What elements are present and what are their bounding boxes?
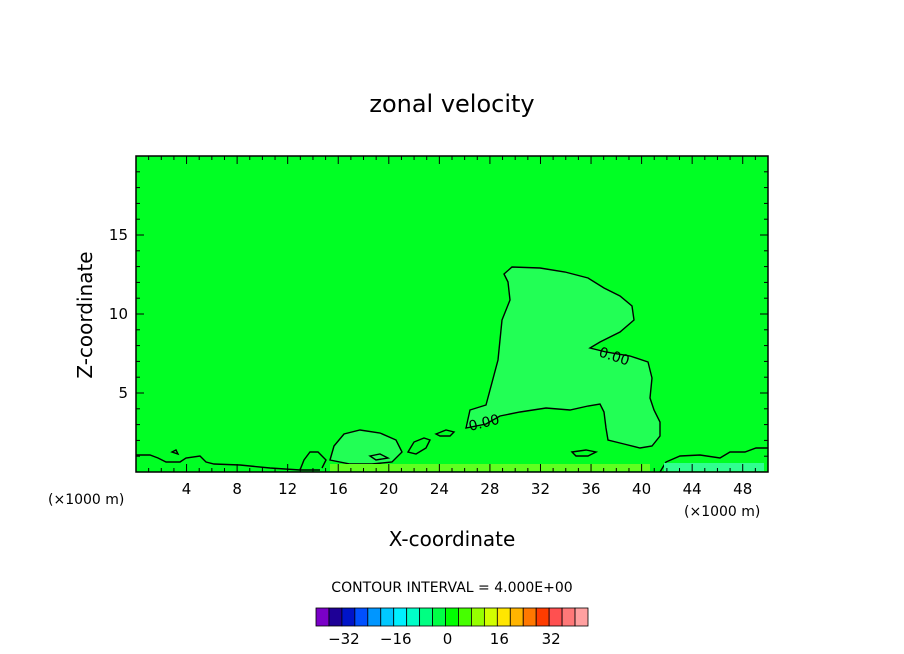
colorbar-swatch (561, 607, 576, 627)
colorbar-ticks: −32 −16 0 16 32 (328, 630, 561, 648)
colorbar-tick-label: −32 (328, 630, 360, 648)
y-axis-ticks: 5 10 15 (109, 171, 768, 457)
contour-label-lower: 0.00 (467, 412, 501, 435)
colorbar-swatch (496, 607, 511, 627)
x-tick-label: 48 (733, 480, 752, 498)
x-unit-label-right: (×1000 m) (684, 504, 760, 520)
y-tick-label: 10 (109, 305, 128, 323)
y-axis-label: Z-coordinate (73, 251, 97, 378)
y-tick-label: 15 (109, 226, 128, 244)
colorbar-swatch (406, 607, 421, 627)
chart-title: zonal velocity (369, 90, 534, 118)
y-tick-label: 5 (118, 384, 128, 402)
colorbar-swatch (432, 607, 446, 627)
x-axis-ticks: 4 8 12 16 20 24 28 32 36 40 44 48 (148, 156, 756, 498)
colorbar-swatch (548, 607, 563, 627)
colorbar-swatch (380, 607, 395, 627)
x-tick-label: 8 (232, 480, 242, 498)
surface-band-dashed (664, 463, 764, 471)
colorbar-swatch (419, 607, 433, 627)
x-unit-label-left: (×1000 m) (48, 492, 124, 508)
colorbar-swatch (483, 607, 498, 627)
contour-interval-text: CONTOUR INTERVAL = 4.000E+00 (331, 580, 572, 596)
colorbar-swatch (574, 607, 589, 627)
colorbar-swatch (367, 607, 382, 627)
plot-area (136, 156, 768, 472)
contour-region-upper (465, 266, 661, 449)
colorbar-swatch (354, 607, 369, 627)
x-tick-label: 40 (632, 480, 651, 498)
colorbar-swatch (535, 607, 550, 627)
colorbar-tick-label: 32 (542, 630, 561, 648)
colorbar-swatch (315, 607, 330, 627)
colorbar-swatch (522, 607, 537, 627)
x-tick-label: 20 (379, 480, 398, 498)
colorbar (315, 607, 589, 627)
x-tick-label: 12 (278, 480, 297, 498)
colorbar-tick-label: 0 (443, 630, 453, 648)
colorbar-swatch (445, 607, 459, 627)
x-tick-label: 4 (182, 480, 192, 498)
x-axis-label: X-coordinate (389, 527, 516, 551)
colorbar-swatch (509, 607, 524, 627)
colorbar-swatch (328, 607, 343, 627)
colorbar-tick-label: 16 (490, 630, 509, 648)
colorbar-swatch (393, 607, 408, 627)
contour-lines-bottom (136, 429, 768, 473)
colorbar-swatch (471, 607, 485, 627)
x-tick-label: 24 (430, 480, 449, 498)
x-tick-label: 44 (683, 480, 702, 498)
x-tick-label: 36 (581, 480, 600, 498)
x-tick-label: 32 (531, 480, 550, 498)
colorbar-swatch (341, 607, 356, 627)
x-tick-label: 16 (329, 480, 348, 498)
x-tick-label: 28 (480, 480, 499, 498)
colorbar-swatch (458, 607, 472, 627)
colorbar-tick-label: −16 (380, 630, 412, 648)
